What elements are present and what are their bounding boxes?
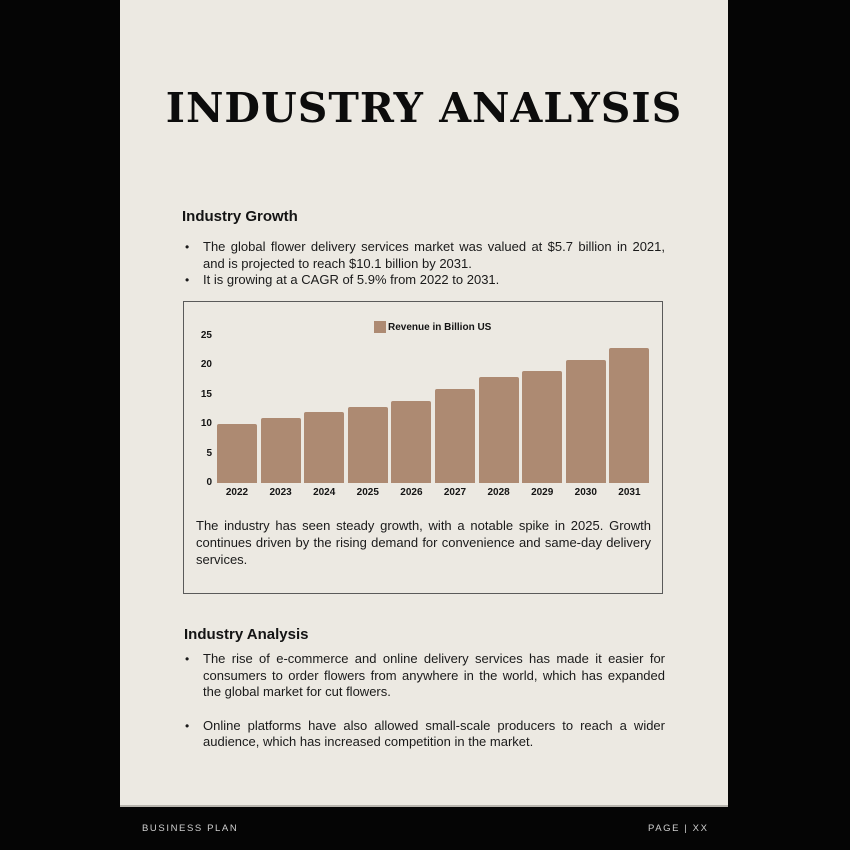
bar-2025	[347, 406, 388, 483]
bar-2022	[217, 424, 257, 483]
list-item: Online platforms have also allowed small…	[185, 718, 665, 751]
x-tick-label: 2030	[574, 487, 597, 498]
x-tick-label: 2025	[356, 487, 379, 498]
industry-analysis-list: The rise of e-commerce and online delive…	[183, 651, 665, 751]
industry-growth-heading: Industry Growth	[182, 208, 298, 225]
y-tick-label: 20	[200, 359, 212, 371]
y-tick-label: 10	[200, 418, 212, 430]
bar-2028	[478, 377, 519, 483]
bar-2029	[522, 371, 563, 483]
footer-page-number: PAGE | XX	[648, 823, 709, 834]
x-tick-label: 2026	[400, 487, 423, 498]
x-tick-label: 2029	[531, 487, 554, 498]
x-tick-label: 2022	[225, 487, 249, 498]
y-tick-label: 0	[206, 477, 212, 488]
list-item: The global flower delivery services mark…	[185, 239, 665, 272]
list-item: The rise of e-commerce and online delive…	[185, 651, 665, 701]
y-tick-label: 25	[200, 330, 212, 341]
footer-document-label: BUSINESS PLAN	[142, 823, 239, 834]
page-title: INDUSTRY ANALYSIS	[165, 84, 683, 132]
x-tick-label: 2024	[313, 487, 336, 498]
legend-label: Revenue in Billion US	[388, 321, 492, 333]
bar-2024	[304, 412, 345, 483]
x-tick-label: 2027	[443, 487, 467, 498]
chart-caption: The industry has seen steady growth, wit…	[196, 518, 651, 567]
x-tick-label: 2028	[487, 487, 510, 498]
bar-2026	[391, 400, 432, 483]
list-item: It is growing at a CAGR of 5.9% from 202…	[185, 272, 665, 289]
chart-legend: Revenue in Billion US	[374, 321, 491, 333]
y-tick-label: 15	[200, 388, 212, 400]
industry-growth-list: The global flower delivery services mark…	[183, 239, 665, 289]
document-page: INDUSTRY ANALYSIS Industry Growth The gl…	[120, 0, 728, 807]
revenue-chart: Revenue in Billion US 0 5 10 15 20 25 2022 202…	[183, 301, 663, 594]
bar-2023	[260, 418, 301, 483]
industry-analysis-heading: Industry Analysis	[184, 626, 309, 643]
bar-2030	[565, 359, 606, 483]
legend-swatch	[374, 321, 386, 333]
x-tick-label: 2031	[618, 487, 641, 498]
bar-2027	[435, 388, 475, 483]
y-tick-label: 5	[206, 447, 212, 459]
x-tick-label: 2023	[269, 487, 292, 498]
bar-2031	[609, 347, 650, 483]
